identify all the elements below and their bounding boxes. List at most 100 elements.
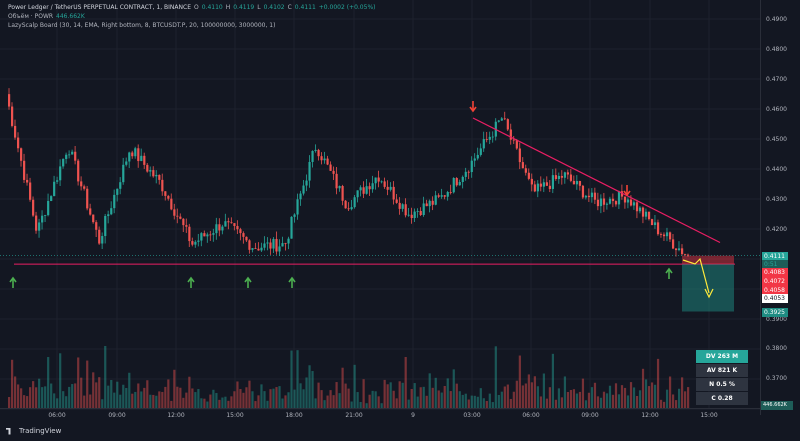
volume-bar [35, 387, 38, 408]
volume-bar [32, 381, 35, 408]
volume-value: 446.662K [56, 13, 85, 20]
candle-body [191, 241, 194, 245]
indicator-label[interactable]: LazyScalp Board (30, 14, EMA, Right bott… [8, 22, 276, 29]
volume-bar [23, 395, 26, 408]
volume-bar [650, 382, 654, 408]
volume-bar [548, 387, 552, 408]
candle-body [455, 177, 458, 186]
volume-bar [644, 379, 648, 408]
ohlc-low-value: 0.4102 [263, 4, 285, 11]
volume-bar [500, 391, 503, 408]
volume-bar [338, 393, 341, 408]
volume-bar [407, 399, 410, 408]
volume-bar [677, 388, 681, 408]
price-tick: 0.4600 [766, 106, 787, 113]
lazyscalp-board: DV 263 M AV 821 K N 0.5 % C 0.28 [696, 350, 748, 406]
candle-body [464, 171, 467, 177]
candle-body [374, 177, 377, 184]
price-chart[interactable] [0, 0, 760, 415]
candle-body [74, 151, 77, 161]
volume-bar [446, 378, 449, 408]
volume-bar [368, 394, 371, 408]
volume-bar [179, 387, 182, 408]
volume-bar [524, 383, 527, 408]
volume-bar [305, 377, 308, 408]
time-tick: 06:00 [48, 412, 66, 419]
candle-body [392, 186, 395, 200]
candle-body [512, 139, 515, 141]
volume-bar [575, 393, 579, 408]
volume-bar [293, 389, 296, 408]
candle-body [404, 204, 407, 216]
candle-body [113, 194, 116, 209]
volume-bar [119, 394, 122, 408]
volume-bar [590, 387, 594, 408]
volume-bar [221, 397, 224, 408]
volume-bar [494, 346, 497, 408]
candle-body [107, 214, 110, 217]
candle-body [197, 240, 200, 242]
volume-bar [458, 391, 461, 408]
candle-body [608, 198, 612, 204]
chart-area[interactable]: Power Ledger / TetherUS PERPETUAL CONTRA… [0, 0, 760, 415]
volume-bar [416, 396, 419, 408]
price-tick: 0.4800 [766, 46, 787, 53]
candle-body [62, 158, 65, 167]
candle-body [656, 222, 660, 235]
volume-bar [269, 389, 272, 408]
candle-body [308, 161, 311, 181]
volume-label[interactable]: Объём · POWR [8, 13, 54, 20]
candle-body [38, 222, 41, 231]
tradingview-watermark[interactable]: TradingView [6, 427, 61, 435]
volume-bar [455, 383, 458, 408]
volume-bar [92, 372, 95, 408]
volume-bar [116, 381, 119, 408]
candle-body [8, 94, 11, 107]
candle-body [590, 192, 594, 198]
volume-bar [128, 372, 131, 408]
candle-body [290, 216, 293, 239]
candle-body [59, 166, 62, 181]
symbol-title[interactable]: Power Ledger / TetherUS PERPETUAL CONTRA… [8, 4, 191, 11]
volume-bar [401, 382, 404, 408]
volume-bar [587, 392, 591, 408]
candle-body [647, 211, 651, 220]
volume-bar [146, 380, 149, 408]
candle-body [665, 232, 669, 237]
candle-body [620, 191, 624, 197]
volume-bar [167, 379, 170, 408]
volume-bar [323, 400, 326, 408]
candle-body [323, 158, 326, 161]
candle-body [680, 248, 684, 255]
candle-body [65, 154, 68, 159]
volume-bar [542, 373, 545, 408]
volume-bar [335, 382, 338, 408]
candle-body [482, 139, 485, 149]
candle-body [170, 198, 173, 210]
candle-body [164, 191, 167, 196]
candle-body [260, 247, 263, 251]
volume-bar [245, 387, 248, 408]
volume-bar [17, 384, 20, 408]
candle-body [29, 182, 32, 200]
candle-body [536, 183, 539, 192]
price-axis[interactable]: 0.4900 0.4800 0.4700 0.4600 0.4500 0.440… [760, 0, 800, 415]
candle-body [572, 180, 576, 185]
candle-body [524, 168, 527, 173]
volume-bar [164, 386, 167, 408]
candle-body [269, 242, 272, 249]
candle-body [80, 181, 83, 187]
volume-bar [158, 391, 161, 408]
candle-body [632, 202, 636, 206]
time-axis[interactable]: 06:00 09:00 12:00 15:00 18:00 21:00 9 03… [0, 408, 760, 422]
candle-body [122, 164, 125, 183]
volume-bar [233, 391, 236, 408]
volume-bar [554, 399, 558, 408]
candle-body [503, 118, 506, 120]
candle-body [533, 184, 536, 192]
ohlc-open-value: 0.4110 [201, 4, 223, 11]
candle-body [599, 198, 603, 207]
stat-n: N 0.5 % [696, 378, 748, 391]
candle-body [395, 199, 398, 203]
candle-body [542, 182, 545, 187]
